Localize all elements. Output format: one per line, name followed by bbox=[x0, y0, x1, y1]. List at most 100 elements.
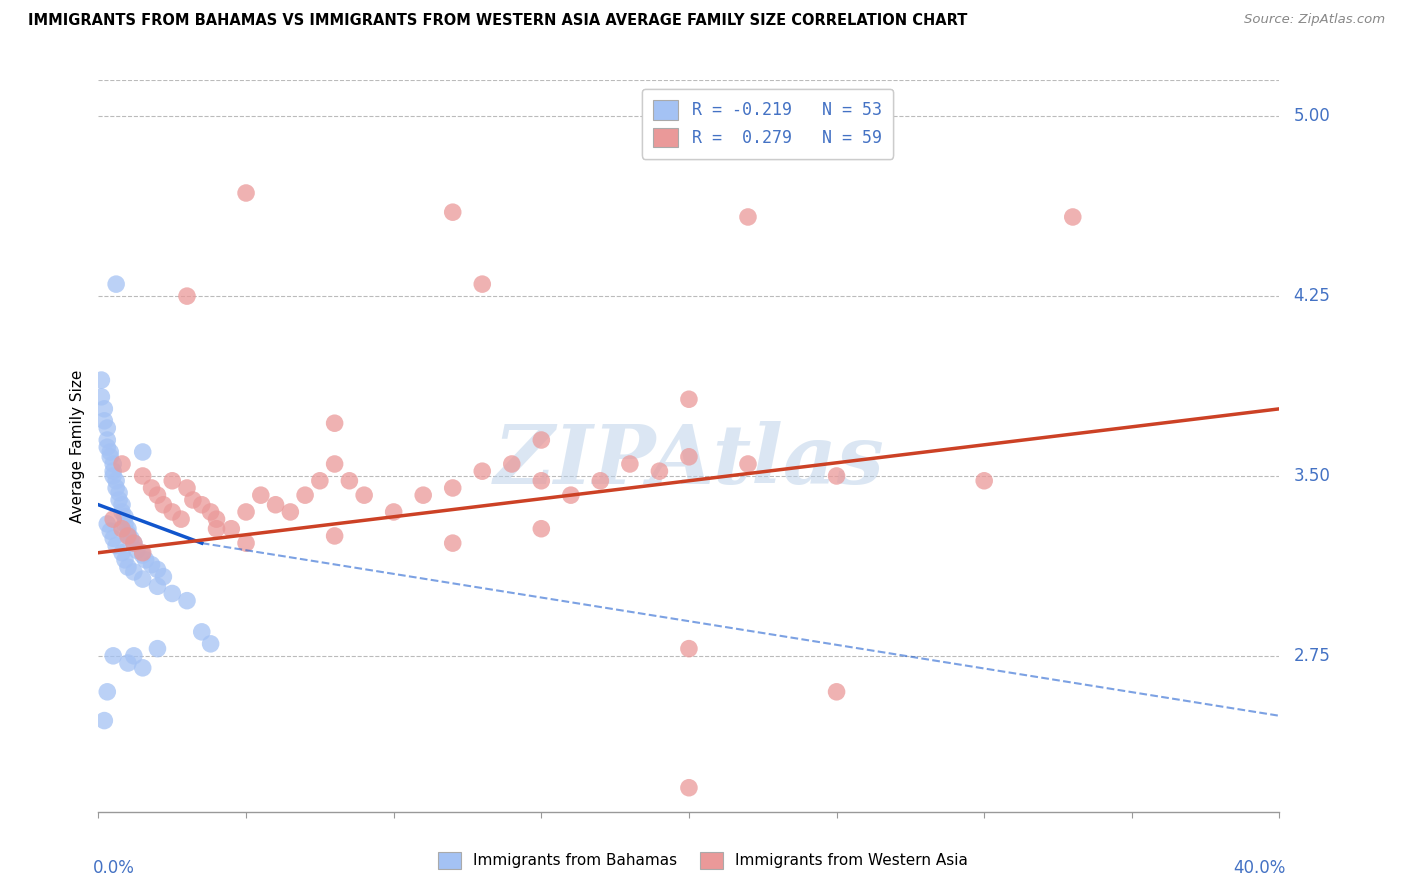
Point bbox=[96, 516, 118, 531]
Text: 40.0%: 40.0% bbox=[1233, 859, 1285, 877]
Point bbox=[825, 469, 848, 483]
Point bbox=[132, 548, 155, 562]
Point bbox=[825, 685, 848, 699]
Point bbox=[162, 474, 183, 488]
Legend: R = -0.219   N = 53, R =  0.279   N = 59: R = -0.219 N = 53, R = 0.279 N = 59 bbox=[641, 88, 893, 159]
Point bbox=[105, 474, 128, 488]
Text: ZIPAtlas: ZIPAtlas bbox=[494, 421, 884, 500]
Point bbox=[93, 401, 115, 416]
Point bbox=[205, 522, 228, 536]
Point bbox=[117, 560, 139, 574]
Point bbox=[103, 464, 125, 478]
Point bbox=[250, 488, 273, 502]
Point bbox=[108, 492, 131, 507]
Point bbox=[125, 543, 148, 558]
Point bbox=[96, 433, 118, 447]
Point bbox=[98, 450, 121, 464]
Point bbox=[111, 546, 134, 560]
Point bbox=[90, 373, 112, 387]
Point bbox=[111, 522, 134, 536]
Point bbox=[235, 505, 257, 519]
Point bbox=[678, 450, 700, 464]
Point bbox=[264, 498, 287, 512]
Point bbox=[132, 572, 155, 586]
Point bbox=[132, 469, 155, 483]
Point bbox=[152, 570, 174, 584]
Point bbox=[200, 505, 222, 519]
Point bbox=[132, 546, 155, 560]
Point bbox=[111, 498, 134, 512]
Point bbox=[441, 536, 464, 550]
Point bbox=[117, 522, 139, 536]
Point bbox=[530, 522, 553, 536]
Point bbox=[103, 512, 125, 526]
Point bbox=[105, 539, 128, 553]
Point bbox=[93, 714, 115, 728]
Point bbox=[90, 390, 112, 404]
Point bbox=[560, 488, 582, 502]
Point bbox=[176, 593, 198, 607]
Point bbox=[648, 464, 671, 478]
Point bbox=[176, 289, 198, 303]
Point bbox=[737, 457, 759, 471]
Point bbox=[337, 474, 360, 488]
Point bbox=[103, 469, 125, 483]
Point bbox=[98, 445, 121, 459]
Point bbox=[98, 524, 121, 538]
Point bbox=[235, 186, 257, 200]
Text: 2.75: 2.75 bbox=[1294, 647, 1330, 665]
Point bbox=[96, 685, 118, 699]
Point bbox=[589, 474, 612, 488]
Text: 4.25: 4.25 bbox=[1294, 287, 1330, 305]
Point bbox=[412, 488, 434, 502]
Point bbox=[93, 414, 115, 428]
Point bbox=[146, 488, 169, 502]
Point bbox=[105, 481, 128, 495]
Point bbox=[530, 474, 553, 488]
Point bbox=[114, 509, 136, 524]
Point bbox=[323, 416, 346, 430]
Point bbox=[114, 516, 136, 531]
Point bbox=[111, 505, 134, 519]
Point bbox=[162, 586, 183, 600]
Point bbox=[120, 532, 142, 546]
Y-axis label: Average Family Size: Average Family Size bbox=[69, 369, 84, 523]
Point bbox=[96, 440, 118, 454]
Point bbox=[105, 277, 128, 292]
Text: 5.00: 5.00 bbox=[1294, 107, 1330, 125]
Point bbox=[441, 481, 464, 495]
Text: 3.50: 3.50 bbox=[1294, 467, 1330, 485]
Point bbox=[96, 421, 118, 435]
Point bbox=[323, 529, 346, 543]
Point bbox=[176, 481, 198, 495]
Point bbox=[141, 481, 163, 495]
Point bbox=[235, 536, 257, 550]
Point bbox=[122, 536, 145, 550]
Point bbox=[111, 457, 134, 471]
Point bbox=[200, 637, 222, 651]
Point bbox=[117, 529, 139, 543]
Point bbox=[103, 648, 125, 663]
Point bbox=[619, 457, 641, 471]
Point bbox=[108, 485, 131, 500]
Point bbox=[191, 624, 214, 639]
Point bbox=[170, 512, 193, 526]
Point bbox=[1062, 210, 1084, 224]
Point bbox=[382, 505, 405, 519]
Legend: Immigrants from Bahamas, Immigrants from Western Asia: Immigrants from Bahamas, Immigrants from… bbox=[427, 841, 979, 880]
Point bbox=[678, 392, 700, 407]
Point bbox=[146, 641, 169, 656]
Point bbox=[737, 210, 759, 224]
Point bbox=[132, 445, 155, 459]
Point bbox=[146, 562, 169, 576]
Point bbox=[323, 457, 346, 471]
Point bbox=[353, 488, 375, 502]
Text: Source: ZipAtlas.com: Source: ZipAtlas.com bbox=[1244, 13, 1385, 27]
Point bbox=[678, 780, 700, 795]
Point bbox=[114, 553, 136, 567]
Point bbox=[471, 277, 494, 292]
Point bbox=[471, 464, 494, 478]
Point bbox=[309, 474, 332, 488]
Point bbox=[103, 532, 125, 546]
Text: IMMIGRANTS FROM BAHAMAS VS IMMIGRANTS FROM WESTERN ASIA AVERAGE FAMILY SIZE CORR: IMMIGRANTS FROM BAHAMAS VS IMMIGRANTS FR… bbox=[28, 13, 967, 29]
